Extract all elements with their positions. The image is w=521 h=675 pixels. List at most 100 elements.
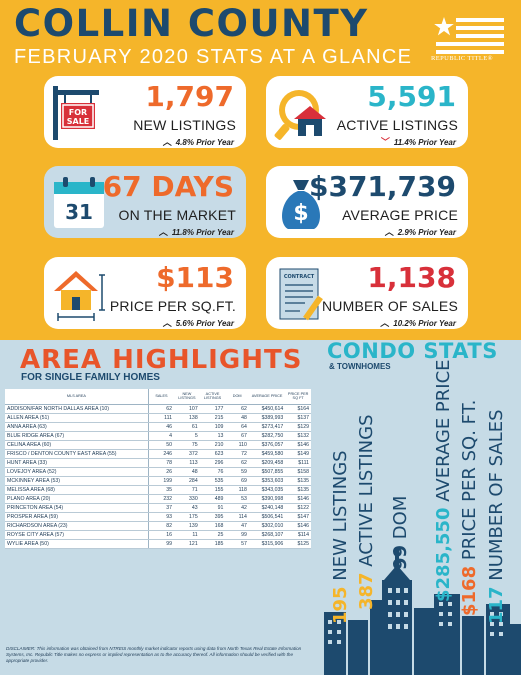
condo-stats-subtitle: & TOWNHOMES (329, 362, 391, 371)
table-cell: 535 (199, 476, 226, 486)
page-title: COLLIN COUNTY (14, 2, 369, 45)
column-header: MLS AREA (5, 389, 149, 405)
table-row: PRINCETON AREA (54) 37 43 91 42 $240,148 $122 (5, 503, 311, 513)
city-skyline-illustration (324, 548, 521, 675)
table-cell: 26 (147, 467, 175, 477)
table-cell: LOVEJOY AREA (52) (5, 467, 149, 477)
table-cell: $164 (285, 404, 311, 414)
column-header: NEW LISTINGS (174, 389, 200, 405)
table-cell: 37 (147, 503, 175, 513)
table-cell: 25 (199, 530, 226, 540)
table-cell: 71 (174, 485, 200, 495)
table-row: LOVEJOY AREA (52) 26 48 76 59 $507,855 $158 (5, 467, 311, 477)
table-cell: 46 (147, 422, 175, 432)
condo-average-price: $285,550 AVERAGE PRICE (433, 359, 454, 602)
table-row: BLUE RIDGE AREA (67) 4 5 13 67 $282,750 $132 (5, 431, 311, 441)
table-cell: 199 (147, 476, 175, 486)
table-cell: $146 (285, 440, 311, 450)
svg-text:FOR: FOR (69, 108, 87, 117)
money-bag-icon: $ (282, 180, 320, 229)
price-per-sqft-value: $113 (156, 261, 234, 294)
table-cell: FRISCO / DENTON COUNTY EAST AREA (55) (5, 449, 149, 459)
days-on-market-change: ︿ 11.8% Prior Year (158, 227, 234, 237)
table-header-row: MLS AREA SALES NEW LISTINGS ACTIVE LISTI… (5, 389, 311, 405)
table-cell: $268,107 (248, 530, 286, 540)
down-arrow-icon: ﹀ (380, 137, 390, 147)
condo-stats-title: CONDO STATS (327, 339, 498, 363)
price-per-sqft-change: ︿ 5.6% Prior Year (162, 318, 234, 328)
table-row: RICHARDSON AREA (23) 82 139 168 47 $302,010 $1… (5, 521, 311, 531)
table-cell: 69 (225, 476, 249, 486)
table-cell: CELINA AREA (60) (5, 440, 149, 450)
table-cell: 168 (199, 521, 226, 531)
average-price-value: $371,739 (308, 170, 456, 203)
table-cell: $149 (285, 449, 311, 459)
table-cell: $125 (285, 539, 311, 549)
table-cell: 42 (225, 503, 249, 513)
table-cell: $135 (285, 485, 311, 495)
table-row: MCKINNEY AREA (53) 199 284 535 69 $353,603 $13… (5, 476, 311, 486)
table-cell: $353,603 (248, 476, 286, 486)
number-of-sales-value: 1,138 (367, 261, 456, 294)
table-cell: BLUE RIDGE AREA (67) (5, 431, 149, 441)
table-cell: $209,458 (248, 458, 286, 468)
disclaimer-text: DISCLAIMER: This information was obtaine… (6, 646, 302, 663)
table-cell: 139 (174, 521, 200, 531)
table-cell: 53 (225, 494, 249, 504)
house-measure-icon (54, 271, 105, 321)
column-header: PRICE PER SQ FT (285, 389, 311, 405)
table-row: ROYSE CITY AREA (57) 16 11 25 99 $268,107 $114 (5, 530, 311, 540)
area-highlights-table: MLS AREA SALES NEW LISTINGS ACTIVE LISTI… (5, 389, 311, 549)
calendar-icon: 31 (54, 177, 104, 228)
table-cell: 57 (225, 539, 249, 549)
table-cell: $315,906 (248, 539, 286, 549)
svg-text:$: $ (293, 201, 308, 226)
table-cell: 111 (147, 413, 175, 423)
table-cell: PROSPER AREA (59) (5, 512, 149, 522)
table-cell: $273,417 (248, 422, 286, 432)
table-cell: $147 (285, 512, 311, 522)
days-on-market-value: 67 DAYS (102, 170, 234, 203)
area-highlights-subtitle: FOR SINGLE FAMILY HOMES (21, 372, 160, 383)
condo-number-of-sales: 117 NUMBER OF SALES (486, 409, 507, 624)
table-cell: 59 (225, 467, 249, 477)
table-cell: PLANO AREA (20) (5, 494, 149, 504)
days-on-market-label: ON THE MARKET (118, 207, 236, 223)
table-cell: HUNT AREA (33) (5, 458, 149, 468)
table-cell: 121 (174, 539, 200, 549)
table-cell: MCKINNEY AREA (53) (5, 476, 149, 486)
table-cell: 118 (225, 485, 249, 495)
table-cell: $146 (285, 521, 311, 531)
table-cell: 210 (199, 440, 226, 450)
table-cell: 78 (147, 458, 175, 468)
area-highlights-title: AREA HIGHLIGHTS (20, 345, 303, 375)
average-price-card: $ $371,739 AVERAGE PRICE ︿ 2.9% Prior Yea… (266, 166, 468, 238)
table-cell: 175 (174, 512, 200, 522)
republic-title-logo (434, 17, 504, 54)
average-price-label: AVERAGE PRICE (342, 207, 458, 223)
new-listings-value: 1,797 (145, 80, 234, 113)
table-cell: 109 (199, 422, 226, 432)
table-cell: 62 (225, 458, 249, 468)
table-row: WYLIE AREA (50) 99 121 185 57 $315,906 $125 (5, 539, 311, 549)
active-listings-card: 5,591 ACTIVE LISTINGS ﹀ 11.4% Prior Year (266, 76, 468, 148)
table-cell: WYLIE AREA (50) (5, 539, 149, 549)
table-cell: $507,855 (248, 467, 286, 477)
table-cell: 72 (225, 449, 249, 459)
for-sale-sign-icon: FOR SALE (53, 86, 99, 140)
table-cell: ROYSE CITY AREA (57) (5, 530, 149, 540)
table-cell: 330 (174, 494, 200, 504)
average-price-change: ︿ 2.9% Prior Year (384, 227, 456, 237)
up-arrow-icon: ︿ (380, 318, 390, 328)
table-cell: 5 (174, 431, 200, 441)
condo-dom: 99 DOM (390, 495, 411, 570)
table-cell: 114 (225, 512, 249, 522)
condo-new-listings: 195 NEW LISTINGS (330, 450, 351, 624)
table-cell: $506,541 (248, 512, 286, 522)
column-header: AVERAGE PRICE (248, 389, 286, 405)
table-cell: 43 (174, 503, 200, 513)
table-cell: $132 (285, 431, 311, 441)
table-cell: 35 (147, 485, 175, 495)
svg-text:31: 31 (65, 200, 93, 224)
svg-text:CONTRACT: CONTRACT (284, 274, 315, 280)
